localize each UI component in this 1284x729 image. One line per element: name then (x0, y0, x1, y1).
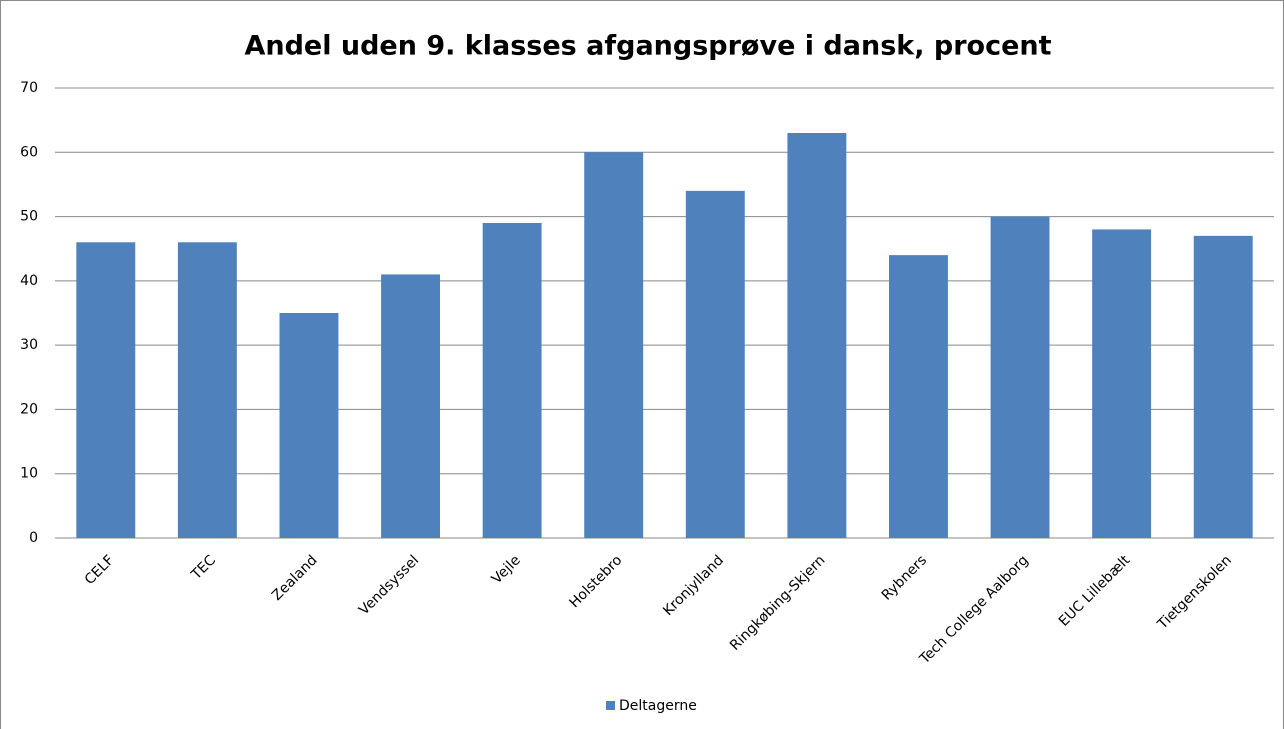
bar (177, 242, 237, 539)
y-tick-label: 10 (20, 466, 38, 482)
bar (1193, 235, 1253, 538)
y-tick-label: 60 (20, 144, 38, 160)
y-tick-label: 40 (20, 273, 38, 289)
y-tick-label: 0 (29, 530, 38, 546)
y-tick-label: 20 (20, 401, 38, 417)
y-tick-label: 50 (20, 209, 38, 225)
bar (482, 223, 542, 538)
bar (279, 313, 339, 538)
bar (584, 152, 644, 539)
bar (381, 274, 441, 538)
legend-label: Deltagerne (619, 698, 697, 714)
bar (76, 242, 136, 539)
legend-swatch (606, 701, 615, 710)
y-tick-label: 30 (20, 337, 38, 353)
bar (888, 255, 948, 538)
bar (787, 133, 847, 538)
bar (685, 190, 745, 538)
chart-title: Andel uden 9. klasses afgangsprøve i dan… (244, 31, 1051, 62)
bar (1092, 229, 1152, 538)
bar (990, 216, 1050, 539)
y-tick-label: 70 (20, 80, 38, 96)
